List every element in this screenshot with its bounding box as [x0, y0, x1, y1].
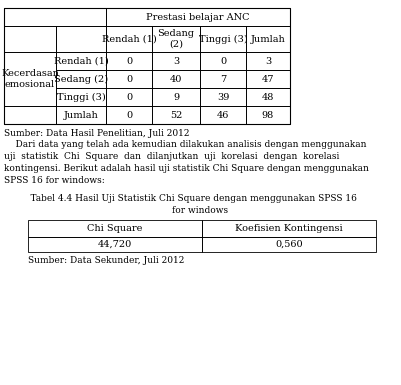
Text: Sumber: Data Sekunder, Juli 2012: Sumber: Data Sekunder, Juli 2012 — [28, 256, 184, 265]
Text: Koefisien Kontingensi: Koefisien Kontingensi — [235, 224, 343, 233]
Bar — [246, 70, 290, 88]
Bar — [4, 8, 290, 124]
Text: uji  statistik  Chi  Square  dan  dilanjutkan  uji  korelasi  dengan  korelasi: uji statistik Chi Square dan dilanjutkan… — [4, 152, 339, 161]
Bar — [202, 220, 376, 237]
Bar — [4, 52, 56, 106]
Bar — [56, 52, 106, 70]
Text: 3: 3 — [173, 57, 179, 65]
Bar — [28, 220, 202, 237]
Bar — [246, 88, 290, 106]
Bar — [202, 237, 376, 252]
Bar — [152, 70, 200, 88]
Text: 0: 0 — [220, 57, 226, 65]
Text: Sumber: Data Hasil Penelitian, Juli 2012: Sumber: Data Hasil Penelitian, Juli 2012 — [4, 129, 190, 138]
Bar — [152, 106, 200, 124]
Text: Tinggi (3): Tinggi (3) — [57, 92, 105, 102]
Text: Rendah (1): Rendah (1) — [54, 57, 108, 65]
Bar — [4, 8, 106, 26]
Bar — [4, 26, 56, 52]
Text: 40: 40 — [170, 75, 182, 84]
Text: 0: 0 — [126, 75, 132, 84]
Text: 44,720: 44,720 — [98, 240, 132, 249]
Bar — [246, 52, 290, 70]
Bar — [56, 26, 106, 52]
Text: 52: 52 — [170, 110, 182, 119]
Text: 98: 98 — [262, 110, 274, 119]
Text: 0: 0 — [126, 57, 132, 65]
Bar — [4, 106, 56, 124]
Text: for windows: for windows — [172, 206, 229, 215]
Bar — [106, 8, 290, 26]
Text: 0: 0 — [126, 92, 132, 102]
Text: 3: 3 — [265, 57, 271, 65]
Text: 7: 7 — [220, 75, 226, 84]
Bar — [152, 52, 200, 70]
Bar — [200, 106, 246, 124]
Text: Prestasi belajar ANC: Prestasi belajar ANC — [146, 12, 250, 22]
Text: 46: 46 — [217, 110, 229, 119]
Text: Sedang (2): Sedang (2) — [54, 74, 108, 84]
Bar — [106, 88, 152, 106]
Text: SPSS 16 for windows:: SPSS 16 for windows: — [4, 176, 105, 185]
Bar — [152, 26, 200, 52]
Text: Dari data yang telah ada kemudian dilakukan analisis dengan menggunakan: Dari data yang telah ada kemudian dilaku… — [4, 140, 367, 149]
Bar — [106, 106, 152, 124]
Text: 39: 39 — [217, 92, 229, 102]
Bar — [200, 26, 246, 52]
Text: Jumlah: Jumlah — [251, 35, 286, 44]
Text: 0,560: 0,560 — [275, 240, 303, 249]
Text: 47: 47 — [262, 75, 274, 84]
Bar — [152, 88, 200, 106]
Text: 48: 48 — [262, 92, 274, 102]
Bar — [56, 70, 106, 88]
Bar — [56, 106, 106, 124]
Bar — [56, 88, 106, 106]
Bar — [106, 52, 152, 70]
Bar — [200, 52, 246, 70]
Text: Tinggi (3): Tinggi (3) — [198, 34, 247, 44]
Bar — [246, 26, 290, 52]
Bar — [200, 70, 246, 88]
Text: 0: 0 — [126, 110, 132, 119]
Text: 9: 9 — [173, 92, 179, 102]
Text: kontingensi. Berikut adalah hasil uji statistik Chi Square dengan menggunakan: kontingensi. Berikut adalah hasil uji st… — [4, 164, 369, 173]
Bar — [200, 88, 246, 106]
Bar — [246, 106, 290, 124]
Text: Sedang
(2): Sedang (2) — [158, 29, 194, 49]
Text: Rendah (1): Rendah (1) — [101, 35, 156, 44]
Text: Tabel 4.4 Hasil Uji Statistik Chi Square dengan menggunakan SPSS 16: Tabel 4.4 Hasil Uji Statistik Chi Square… — [19, 194, 357, 203]
Text: Jumlah: Jumlah — [64, 110, 98, 119]
Text: Kecerdasan
emosional: Kecerdasan emosional — [1, 69, 59, 89]
Bar — [106, 70, 152, 88]
Bar — [28, 237, 202, 252]
Text: Chi Square: Chi Square — [87, 224, 143, 233]
Bar — [106, 26, 152, 52]
